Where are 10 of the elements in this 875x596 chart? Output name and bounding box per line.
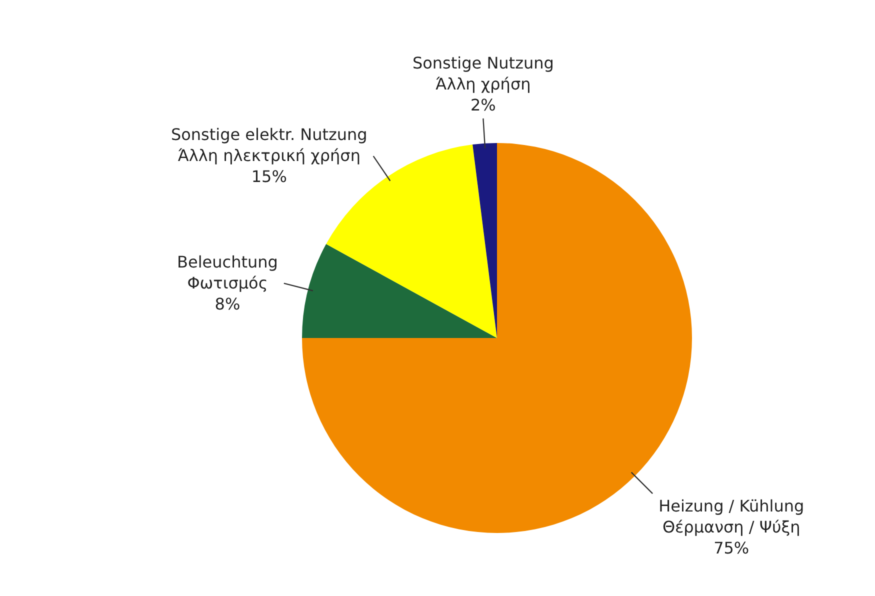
data-label: 8% xyxy=(214,294,240,314)
data-label: 15% xyxy=(251,167,287,186)
slice-label: Heizung / Kühlung Θέρμανση / Ψύξη xyxy=(658,496,804,537)
data-label: 75% xyxy=(714,538,750,558)
slice-label: Sonstige elektr. Nutzung Άλλη ηλεκτρική χρήση xyxy=(170,125,368,166)
pie-slice xyxy=(472,143,497,338)
slice-label: Beleuchtung Φωτισμός xyxy=(177,252,278,292)
slice-label: Sonstige Nutzung Άλλη χρήση xyxy=(412,53,554,94)
pie-slice xyxy=(302,244,497,338)
data-label: 2% xyxy=(470,95,496,114)
